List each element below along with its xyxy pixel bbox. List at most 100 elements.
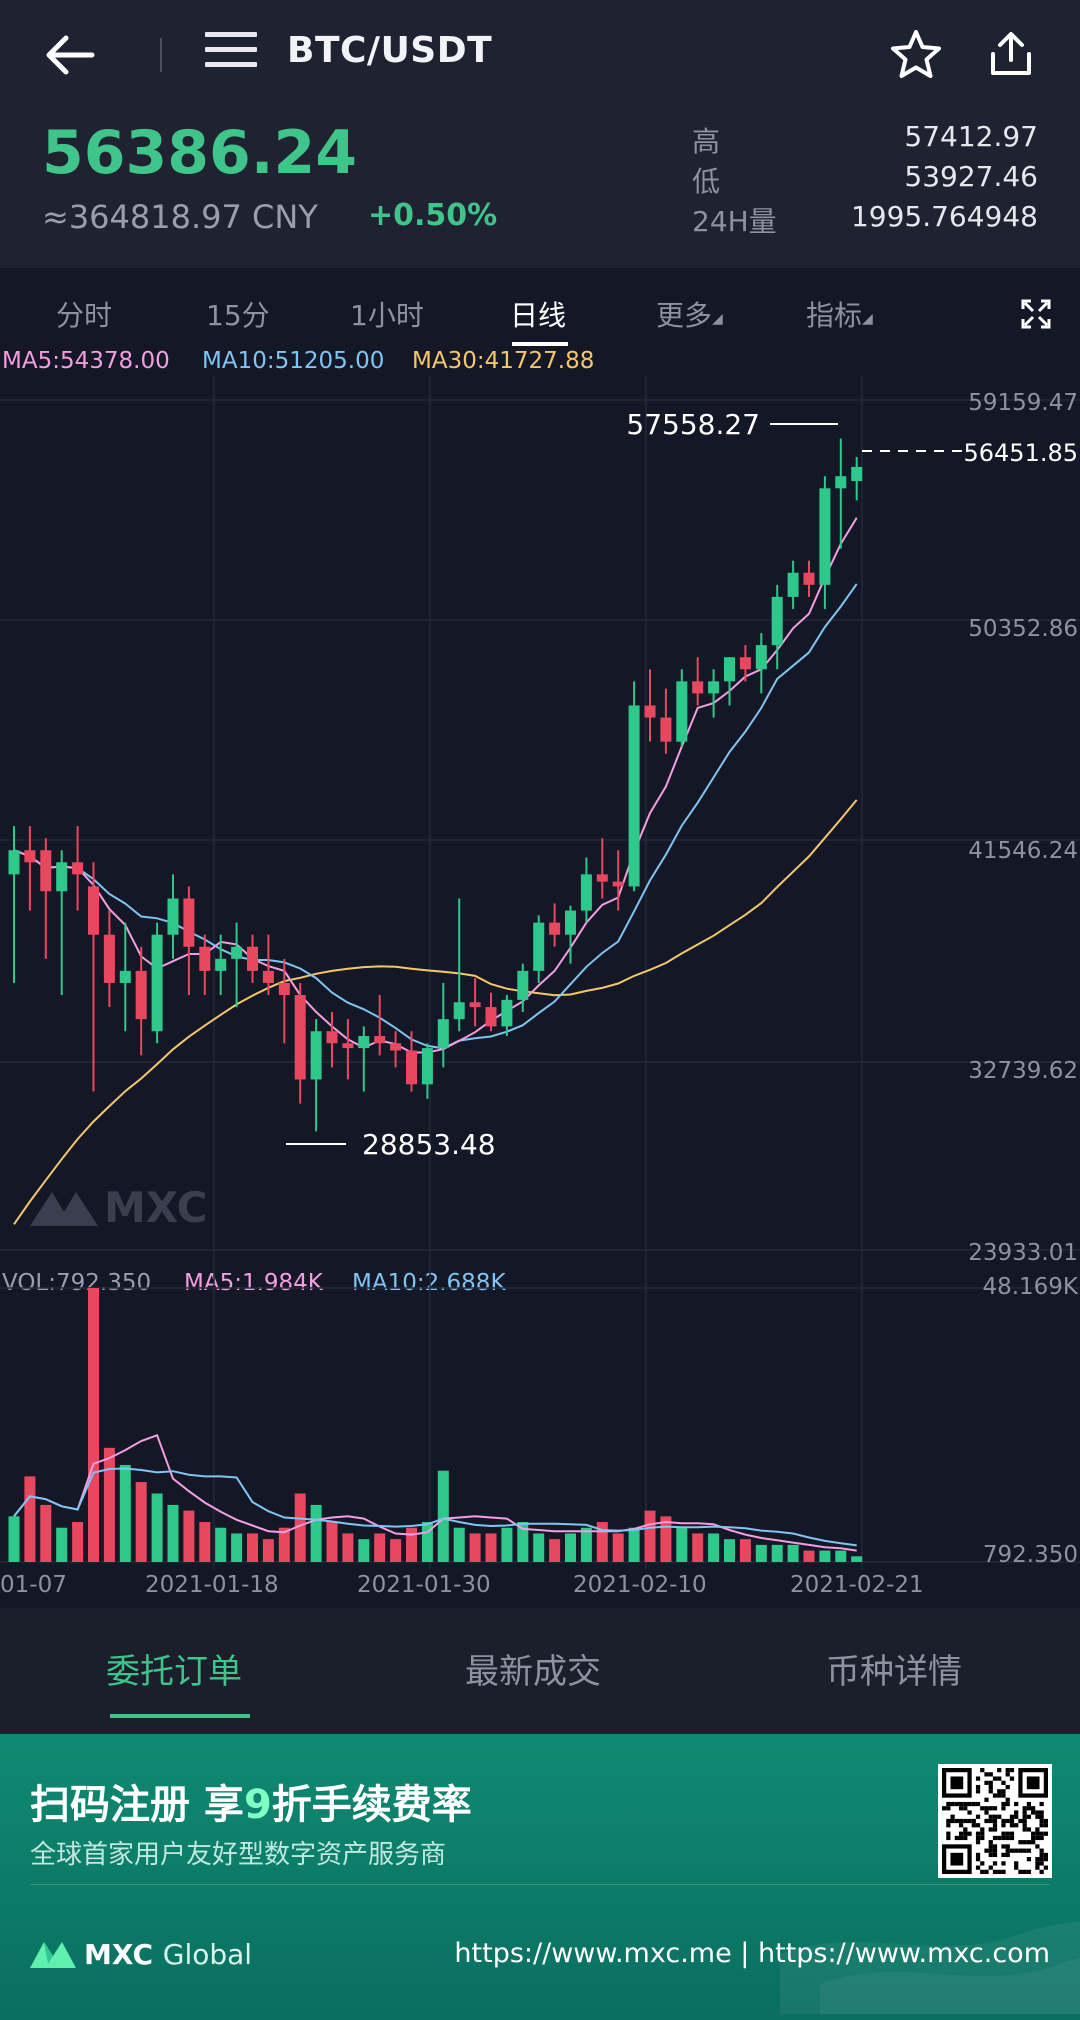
candle	[644, 669, 656, 742]
candle-body	[199, 946, 211, 971]
candle-body	[421, 1048, 433, 1085]
pair-title[interactable]: BTC/USDT	[287, 30, 493, 71]
candle-body	[72, 862, 84, 875]
qr-code[interactable]	[938, 1764, 1052, 1878]
candle	[787, 560, 799, 609]
volume-bar	[803, 1550, 815, 1562]
volume-ma5-line	[13, 1434, 857, 1552]
volume-bar	[294, 1493, 306, 1562]
brand-mxc: MXC	[84, 1938, 154, 1971]
tab-1hour[interactable]: 1小时	[350, 299, 424, 332]
tab-timeshare[interactable]: 分时	[56, 299, 113, 332]
candle	[358, 1026, 370, 1092]
arrow-left-icon	[46, 35, 95, 75]
website-urls[interactable]: https://www.mxc.me | https://www.mxc.com	[454, 1938, 1050, 1969]
candle	[183, 886, 195, 996]
candle	[453, 898, 465, 1032]
date-axis: 01-07 2021-01-18 2021-01-30 2021-02-10 2…	[0, 1572, 924, 1598]
price-axis: 59159.47 50352.86 41546.24 32739.62 2393…	[968, 390, 1079, 1568]
tab-more[interactable]: 更多◢	[656, 294, 723, 334]
candle	[580, 857, 592, 923]
candle-body	[374, 1036, 386, 1044]
volume-bar	[358, 1539, 370, 1562]
pair-menu-button[interactable]	[205, 32, 257, 76]
candle	[819, 476, 831, 609]
favorite-button[interactable]	[888, 28, 944, 82]
volume-bar	[40, 1504, 52, 1562]
volume-bar	[644, 1510, 656, 1562]
brand-global: Global	[162, 1938, 253, 1971]
candlestick-chart[interactable]: MXC 57558.27 28853.48 56451.85 59159.47 …	[0, 376, 1080, 1608]
promo-banner[interactable]: 扫码注册 享9折手续费率 全球首家用户友好型数字资产服务商 MXC Global…	[0, 1734, 1080, 2020]
candle	[24, 826, 36, 911]
price-tick: 59159.47	[968, 390, 1078, 416]
candle	[135, 946, 147, 1056]
price-tick: 41546.24	[968, 838, 1078, 864]
order-tab-indicator	[110, 1714, 250, 1718]
date-tick: 2021-01-18	[145, 1572, 279, 1598]
candle-body	[406, 1050, 417, 1085]
low-value: 53927.46	[904, 160, 1038, 193]
candle-body	[660, 717, 672, 742]
tab-open-orders[interactable]: 委托订单	[106, 1652, 242, 1692]
volume-bars	[8, 1288, 863, 1562]
candle-body	[294, 995, 306, 1080]
active-tab-indicator	[512, 342, 568, 346]
candle-body	[24, 850, 36, 863]
annotations: 57558.27 28853.48 56451.85	[286, 408, 1078, 1161]
dropdown-triangle-icon: ◢	[712, 311, 723, 327]
volume-bar	[485, 1533, 497, 1562]
candle	[151, 922, 163, 1044]
dropdown-triangle-icon: ◢	[862, 311, 873, 327]
candle	[851, 456, 863, 501]
tab-daily[interactable]: 日线	[510, 299, 567, 332]
volume-ma10-line	[13, 1467, 857, 1547]
candle	[724, 657, 735, 706]
volume-bar	[787, 1544, 799, 1562]
candle-body	[342, 1043, 354, 1049]
volume-bar	[103, 1447, 115, 1562]
back-button[interactable]	[42, 30, 98, 80]
candle	[215, 934, 227, 996]
volume-bar	[676, 1527, 688, 1562]
header-bar: BTC/USDT	[0, 0, 1080, 110]
candle-body	[644, 705, 656, 718]
banner-decoration	[780, 1921, 1080, 2014]
volume-bar	[549, 1539, 561, 1562]
order-tabs: 委托订单 最新成交 币种详情	[0, 1608, 1080, 1734]
candle	[294, 982, 306, 1104]
candle	[437, 982, 449, 1068]
tab-coin-details[interactable]: 币种详情	[826, 1652, 962, 1692]
candle	[533, 915, 545, 983]
candle	[103, 910, 115, 1008]
candle-body	[549, 922, 561, 935]
candle-body	[485, 1007, 497, 1027]
candle	[247, 934, 258, 983]
timeframe-tabs: 分时 15分 1小时 日线 更多◢ 指标◢	[0, 268, 1080, 352]
ma30-legend: MA30:41727.88	[412, 348, 595, 374]
volume-bar	[167, 1504, 179, 1562]
tab-indicators[interactable]: 指标◢	[806, 294, 873, 334]
volume-bar	[151, 1493, 163, 1562]
volume-bar	[771, 1544, 783, 1562]
candle-body	[453, 1002, 465, 1020]
fullscreen-button[interactable]	[1020, 298, 1052, 330]
volume-bar	[56, 1527, 68, 1562]
candle-body	[8, 850, 20, 875]
tab-latest-trades[interactable]: 最新成交	[465, 1652, 601, 1692]
vol-ma10-legend: MA10:2.688K	[352, 1270, 506, 1296]
candle	[310, 1019, 322, 1132]
price-tick: 50352.86	[968, 616, 1078, 642]
vol-legend: VOL:792.350	[2, 1270, 152, 1296]
ticker-panel: 56386.24 ≈364818.97 CNY +0.50% 高 57412.9…	[0, 110, 1080, 268]
candle-body	[835, 476, 847, 489]
hamburger-menu-icon	[205, 32, 257, 67]
volume-bar	[612, 1533, 624, 1562]
candle-body	[819, 488, 831, 585]
volume-tick-top: 48.169K	[982, 1274, 1078, 1300]
share-button[interactable]	[988, 30, 1034, 78]
volume-bar	[88, 1288, 99, 1562]
candle	[596, 838, 608, 899]
tab-15min[interactable]: 15分	[206, 299, 270, 332]
volume-bar	[342, 1533, 354, 1562]
